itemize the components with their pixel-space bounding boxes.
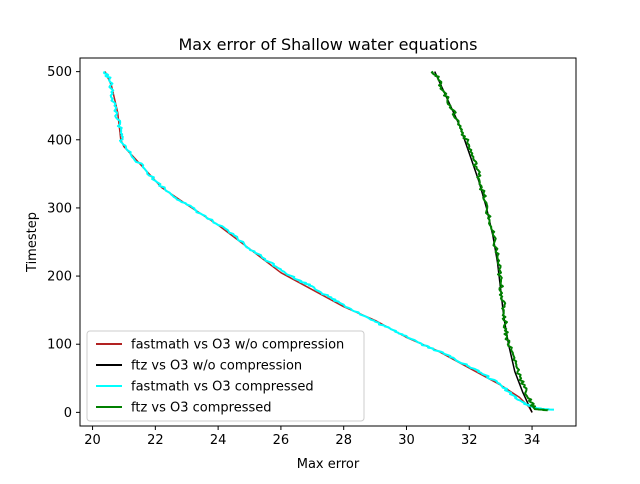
legend-label-3: fastmath vs O3 compressed bbox=[131, 380, 314, 395]
x-tick-label: 30 bbox=[398, 433, 415, 448]
y-axis-label: Timestep bbox=[25, 212, 40, 273]
series-line-4 bbox=[430, 70, 549, 412]
x-tick-label: 28 bbox=[335, 433, 352, 448]
x-tick-label: 20 bbox=[84, 433, 101, 448]
legend-label-1: fastmath vs O3 w/o compression bbox=[131, 338, 344, 353]
x-tick-label: 32 bbox=[461, 433, 478, 448]
series-line-3 bbox=[102, 70, 554, 411]
x-axis-label: Max error bbox=[297, 457, 360, 472]
series-layer bbox=[102, 70, 554, 413]
axes-layer: 20 22 24 26 28 30 32 34 0 100 200 300 400 500 bbox=[47, 57, 577, 448]
y-tick-label: 100 bbox=[47, 338, 72, 353]
x-tick-label: 24 bbox=[210, 433, 227, 448]
x-tick-label: 34 bbox=[524, 433, 541, 448]
y-tick-label: 300 bbox=[47, 201, 72, 216]
series-line-2 bbox=[434, 71, 533, 413]
legend: fastmath vs O3 w/o compression ftz vs O3 … bbox=[86, 330, 365, 422]
y-tick-label: 500 bbox=[47, 65, 72, 80]
legend-label-2: ftz vs O3 w/o compression bbox=[131, 359, 302, 374]
y-tick-label: 0 bbox=[64, 406, 72, 421]
legend-box bbox=[86, 330, 365, 422]
chart-title: Max error of Shallow water equations bbox=[178, 35, 477, 54]
legend-label-4: ftz vs O3 compressed bbox=[131, 401, 272, 416]
plot-frame bbox=[79, 57, 577, 427]
x-tick-label: 26 bbox=[273, 433, 290, 448]
y-tick-label: 200 bbox=[47, 270, 72, 285]
x-tick-label: 22 bbox=[147, 433, 164, 448]
y-tick-label: 400 bbox=[47, 133, 72, 148]
